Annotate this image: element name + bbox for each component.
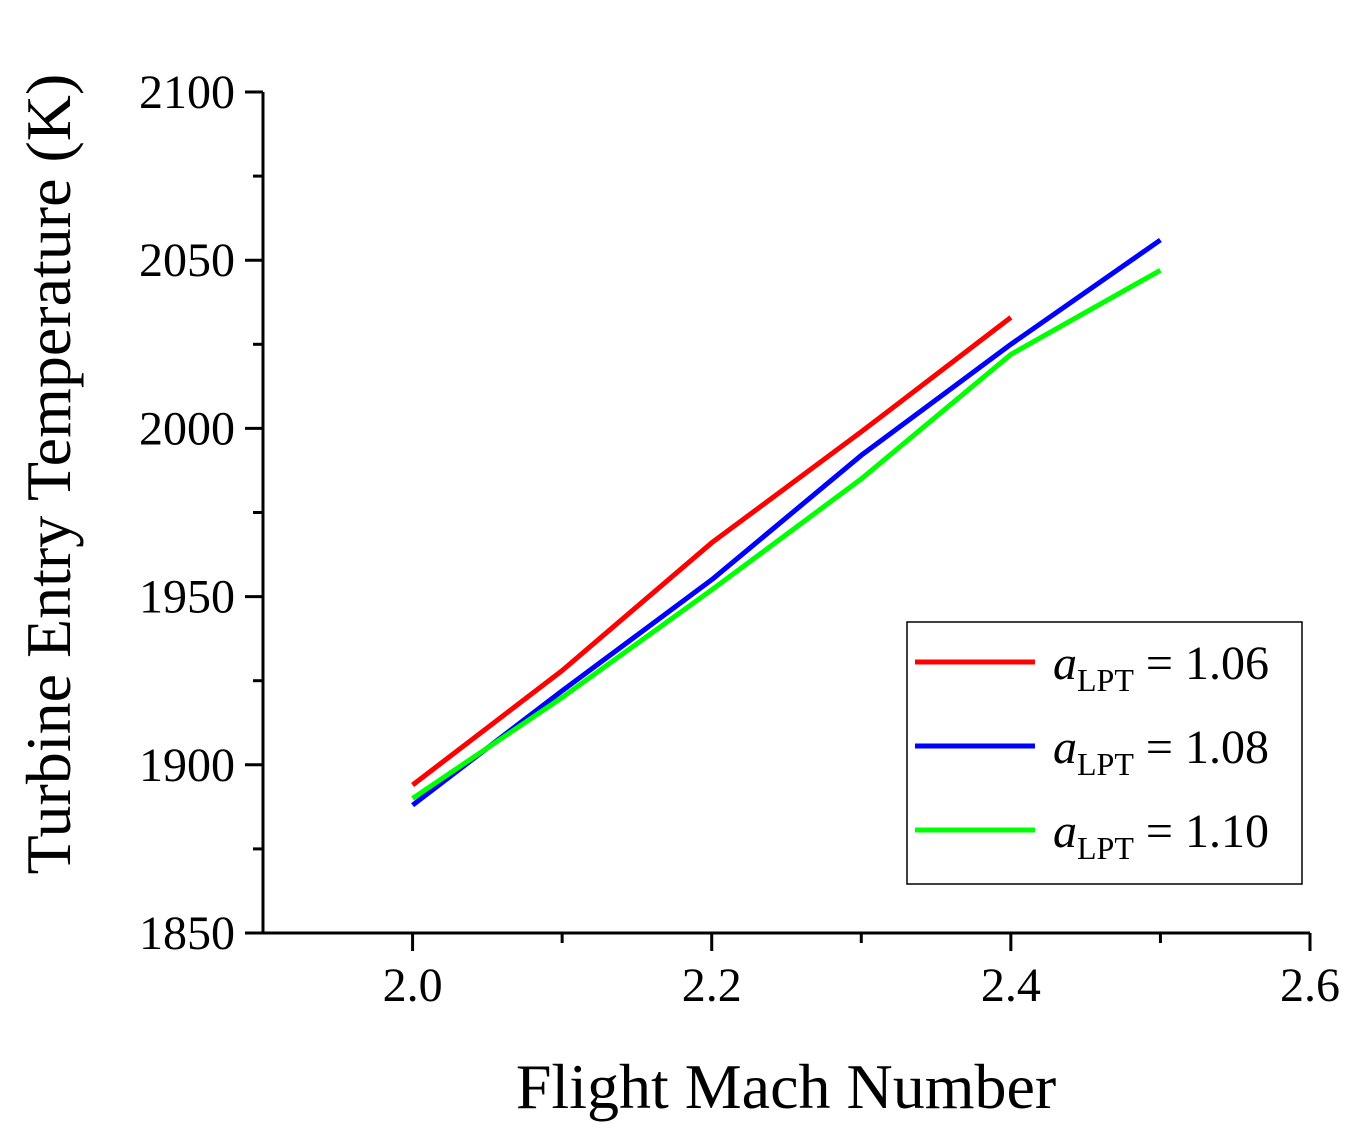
- y-tick-label: 2100: [139, 66, 235, 119]
- axes: 1850 1900 1950 2000 2050 2100 2.0 2.2 2.4 2.6: [139, 66, 1340, 1012]
- y-tick-label: 1850: [139, 907, 235, 960]
- x-tick-label: 2.6: [1280, 959, 1340, 1012]
- legend-label-2: aLPT = 1.08: [1053, 721, 1269, 782]
- x-axis-title: Flight Mach Number: [516, 1051, 1056, 1122]
- series-line-1: [411, 315, 1013, 787]
- series-line-3: [411, 268, 1162, 801]
- y-tick-label: 2050: [139, 234, 235, 287]
- legend-label-3: aLPT = 1.10: [1053, 805, 1269, 866]
- x-tick-label: 2.0: [383, 959, 443, 1012]
- y-tick-label: 2000: [139, 402, 235, 455]
- x-tick-label: 2.4: [981, 959, 1041, 1012]
- legend-box: [906, 621, 1303, 885]
- series-line-2: [411, 237, 1162, 808]
- y-tick-label: 1950: [139, 571, 235, 624]
- x-tick-label: 2.2: [682, 959, 742, 1012]
- y-tick-label: 1900: [139, 739, 235, 792]
- series-lines: [411, 237, 1162, 808]
- legend: aLPT = 1.06 aLPT = 1.08 aLPT = 1.10: [906, 621, 1303, 885]
- legend-label-1: aLPT = 1.06: [1053, 637, 1269, 698]
- y-axis-title: Turbine Entry Temperature (K): [13, 74, 84, 875]
